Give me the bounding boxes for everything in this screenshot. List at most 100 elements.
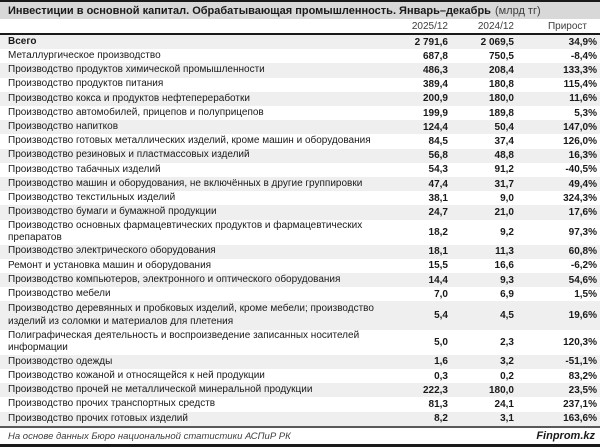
row-growth: 19,6% xyxy=(568,310,597,322)
row-label: Ремонт и установка машин и оборудования xyxy=(8,259,212,271)
row-label: Производство основных фармацевтических п… xyxy=(8,219,363,244)
table-row: Производство автомобилей, прицепов и пол… xyxy=(0,106,600,121)
row-label: Производство прочих транспортных средств xyxy=(8,398,216,410)
row-value-2024: 9,0 xyxy=(500,192,514,204)
table-row: Производство одежды 1,6 3,2 -51,1% xyxy=(0,354,600,370)
row-value-2024: 31,7 xyxy=(494,178,514,190)
row-growth: 237,1% xyxy=(563,399,597,411)
row-value-2025: 54,3 xyxy=(428,164,448,176)
row-label: Производство бумаги и бумажной продукции xyxy=(8,206,217,218)
row-growth: 34,9% xyxy=(568,36,597,48)
row-value-2024: 2,3 xyxy=(500,336,514,348)
row-value-2025: 222,3 xyxy=(422,384,448,396)
row-growth: 17,6% xyxy=(568,207,597,219)
row-growth: -51,1% xyxy=(565,356,597,368)
row-growth: 126,0% xyxy=(563,136,597,148)
row-growth: -6,2% xyxy=(570,260,597,272)
table-row: Производство готовых металлических издел… xyxy=(0,134,600,149)
row-value-2024: 750,5 xyxy=(488,50,514,62)
table-row: Производство деревянных и пробковых изде… xyxy=(0,301,600,330)
footer: На основе данных Бюро национальной стати… xyxy=(0,426,600,444)
row-growth: 11,6% xyxy=(569,93,597,105)
source-note: На основе данных Бюро национальной стати… xyxy=(8,430,291,442)
row-label: Производство компьютеров, электронного и… xyxy=(8,273,341,285)
page-title: Инвестиции в основной капитал. Обрабатыв… xyxy=(8,4,491,17)
table-row: Производство прочих готовых изделий 8,2 … xyxy=(0,411,600,426)
row-label: Производство табачных изделий xyxy=(8,163,161,175)
table-row: Металлургическое производство 687,8 750,… xyxy=(0,49,600,64)
row-value-2024: 3,2 xyxy=(500,356,514,368)
row-growth: 83,2% xyxy=(568,370,597,382)
row-value-2025: 200,9 xyxy=(422,93,448,105)
row-value-2024: 180,0 xyxy=(488,384,514,396)
row-growth: 133,3% xyxy=(563,65,597,76)
row-value-2024: 6,9 xyxy=(500,288,514,300)
table-row: Производство электрического оборудования… xyxy=(0,244,600,259)
row-value-2025: 15,5 xyxy=(428,260,448,272)
row-label: Производство продуктов питания xyxy=(8,78,164,90)
row-label: Производство прочих готовых изделий xyxy=(8,412,188,424)
table-row: Ремонт и установка машин и оборудования … xyxy=(0,258,600,274)
table-row: Производство напитков 124,4 50,4 147,0% xyxy=(0,120,600,135)
table-row: Производство мебели 7,0 6,9 1,5% xyxy=(0,287,600,302)
table-row: Производство продуктов питания 389,4 180… xyxy=(0,77,600,92)
row-value-2024: 24,1 xyxy=(494,399,514,411)
column-header-2025: 2025/12 xyxy=(411,20,448,32)
row-label: Производство кожаной и относящейся к ней… xyxy=(8,369,265,381)
row-value-2025: 18,1 xyxy=(428,246,448,258)
row-label: Производство готовых металлических издел… xyxy=(8,135,371,147)
row-value-2024: 180,8 xyxy=(488,79,514,91)
row-label: Всего xyxy=(8,35,37,47)
table-row: Производство кокса и продуктов нефтепере… xyxy=(0,91,600,107)
table-row: Производство компьютеров, электронного и… xyxy=(0,273,600,288)
row-value-2024: 2 069,5 xyxy=(480,36,514,48)
column-header-2024: 2024/12 xyxy=(477,20,514,32)
row-growth: 16,3% xyxy=(568,150,597,162)
row-label: Производство продуктов химической промыш… xyxy=(8,64,265,76)
table-row: Полиграфическая деятельность и воспроизв… xyxy=(0,329,600,355)
table-row: Производство бумаги и бумажной продукции… xyxy=(0,205,600,220)
row-value-2025: 56,8 xyxy=(428,150,448,162)
row-label: Производство текстильных изделий xyxy=(8,192,176,204)
finprom-logo[interactable]: Finprom.kz xyxy=(536,430,595,442)
row-value-2025: 24,7 xyxy=(428,207,448,219)
row-value-2025: 5,0 xyxy=(434,336,448,348)
row-value-2025: 8,2 xyxy=(434,413,448,425)
row-value-2024: 9,2 xyxy=(500,226,514,238)
row-value-2024: 37,4 xyxy=(494,136,514,148)
row-label: Металлургическое производство xyxy=(8,50,161,62)
row-value-2025: 18,2 xyxy=(428,226,448,238)
row-value-2025: 81,3 xyxy=(428,399,448,411)
row-label: Производство электрического оборудования xyxy=(8,245,216,257)
row-value-2024: 16,6 xyxy=(494,260,514,272)
row-value-2025: 14,4 xyxy=(428,274,448,286)
title-unit: (млрд тг) xyxy=(494,4,541,17)
row-growth: 324,3% xyxy=(563,192,597,204)
row-growth: 23,5% xyxy=(568,384,597,396)
row-label: Производство машин и оборудования, не вк… xyxy=(8,177,363,189)
row-growth: 54,6% xyxy=(568,274,597,286)
table-body: Всего 2 791,6 2 069,5 34,9% Металлургиче… xyxy=(0,35,600,426)
row-label: Производство прочей не металлической мин… xyxy=(8,384,313,396)
row-growth: -8,4% xyxy=(570,50,597,62)
row-growth: 163,6% xyxy=(563,413,597,425)
row-growth: 1,5% xyxy=(574,288,597,300)
column-header-growth: Прирост xyxy=(547,20,587,32)
row-value-2024: 180,0 xyxy=(488,93,514,105)
row-value-2024: 11,3 xyxy=(495,246,514,258)
row-value-2024: 208,4 xyxy=(488,65,514,76)
row-value-2025: 7,0 xyxy=(434,288,448,300)
row-value-2025: 0,3 xyxy=(434,370,448,382)
row-label: Производство резиновых и пластмассовых и… xyxy=(8,149,250,161)
row-growth: 60,8% xyxy=(568,246,597,258)
row-label: Производство напитков xyxy=(8,121,119,133)
table-row: Производство текстильных изделий 38,1 9,… xyxy=(0,191,600,206)
row-value-2024: 3,1 xyxy=(500,413,514,425)
row-label: Полиграфическая деятельность и воспроизв… xyxy=(8,329,360,354)
row-value-2025: 2 791,6 xyxy=(414,36,448,48)
table-row: Производство продуктов химической промыш… xyxy=(0,63,600,78)
row-value-2024: 4,5 xyxy=(500,310,514,322)
row-growth: -40,5% xyxy=(565,164,597,176)
row-label: Производство кокса и продуктов нефтепере… xyxy=(8,92,250,104)
